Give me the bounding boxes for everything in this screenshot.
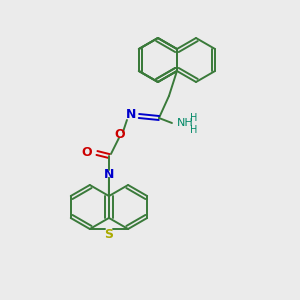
Text: O: O [115, 128, 125, 140]
Text: NH: NH [177, 118, 194, 128]
Text: S: S [104, 229, 113, 242]
Text: N: N [126, 109, 136, 122]
Text: H: H [190, 125, 197, 135]
Text: O: O [82, 146, 92, 160]
Text: H: H [190, 113, 197, 123]
Text: N: N [104, 167, 114, 181]
